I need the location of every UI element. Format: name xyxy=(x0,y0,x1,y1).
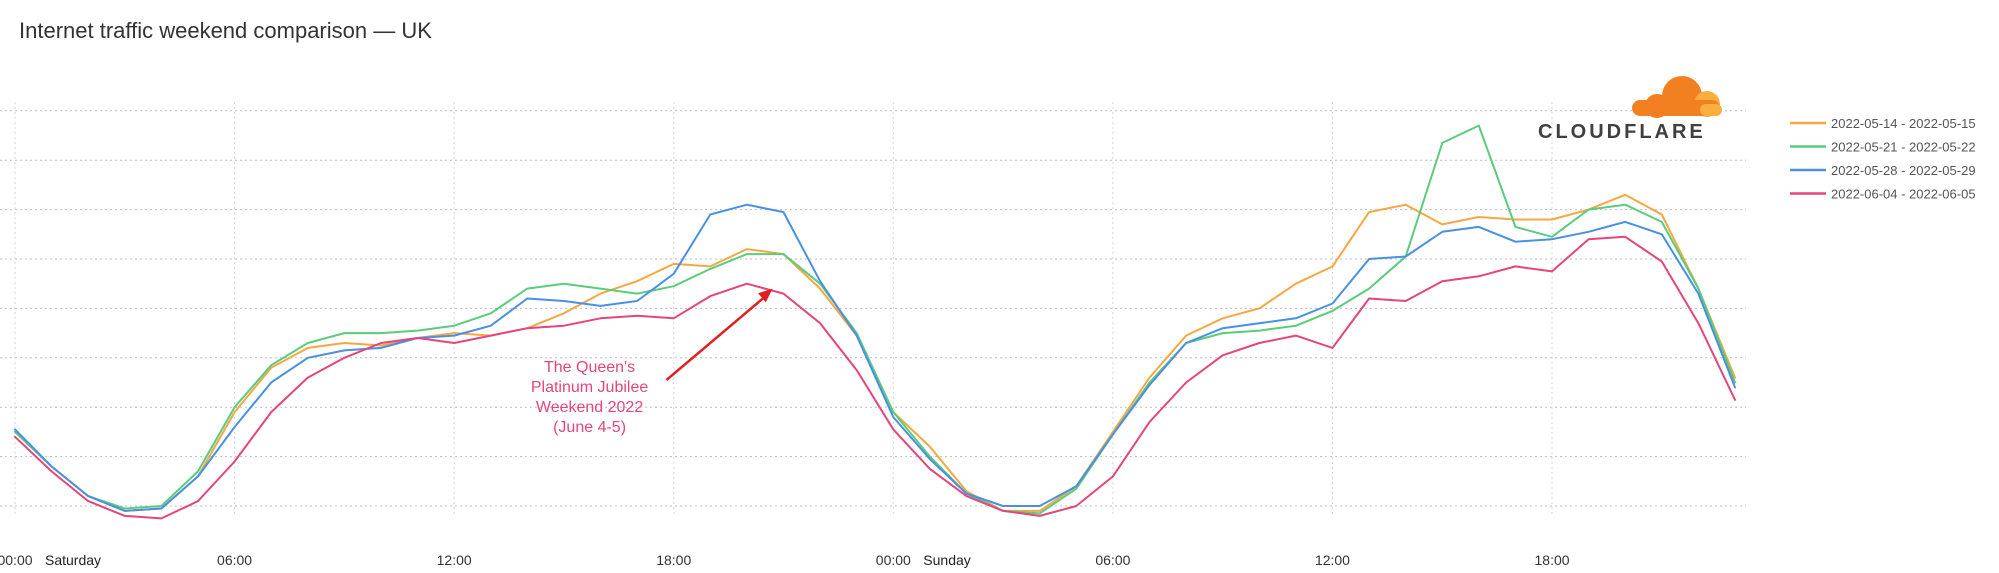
x-tick-label: 06:00 xyxy=(217,552,252,568)
annotation-text-line: Weekend 2022 xyxy=(536,399,643,416)
day-label: Sunday xyxy=(923,552,970,568)
annotation-arrowhead xyxy=(758,288,773,303)
x-tick-label: 06:00 xyxy=(1095,552,1130,568)
legend-label: 2022-05-28 - 2022-05-29 xyxy=(1831,163,1976,178)
annotation: The Queen's Platinum Jubilee Weekend 2022 (… xyxy=(531,288,773,436)
x-axis: 00:00 06:00 12:00 18:00 00:00 06:00 12:00 18:00… xyxy=(0,552,1570,568)
x-tick-label: 00:00 xyxy=(0,552,33,568)
x-tick-label: 18:00 xyxy=(1535,552,1570,568)
x-tick-label: 18:00 xyxy=(656,552,691,568)
legend-label: 2022-06-04 - 2022-06-05 xyxy=(1831,187,1976,202)
annotation-text-line: The Queen's xyxy=(544,359,635,376)
x-tick-label: 12:00 xyxy=(1315,552,1350,568)
cloud-icon xyxy=(1632,76,1722,118)
x-tick-label: 12:00 xyxy=(437,552,472,568)
series-line-3 xyxy=(14,203,1736,512)
x-tick-label: 00:00 xyxy=(876,552,911,568)
day-label: Saturday xyxy=(45,552,101,568)
legend-label: 2022-05-14 - 2022-05-15 xyxy=(1831,116,1976,131)
series-line-1 xyxy=(14,193,1736,512)
legend-label: 2022-05-21 - 2022-05-22 xyxy=(1831,140,1976,155)
annotation-text-line: Platinum Jubilee xyxy=(531,379,649,396)
series-lines xyxy=(14,124,1736,520)
cloudflare-wordmark: CLOUDFLARE xyxy=(1538,121,1706,143)
grid xyxy=(0,102,1746,514)
cloudflare-logo: CLOUDFLARE xyxy=(1538,76,1722,143)
annotation-arrow xyxy=(665,292,770,381)
legend: 2022-05-14 - 2022-05-15 2022-05-21 - 2022… xyxy=(1790,116,1976,202)
chart-title: Internet traffic weekend comparison — UK xyxy=(19,18,432,43)
series-line-2 xyxy=(14,124,1736,515)
annotation-text-line: (June 4-5) xyxy=(553,419,626,436)
series-line-4 xyxy=(14,235,1736,520)
